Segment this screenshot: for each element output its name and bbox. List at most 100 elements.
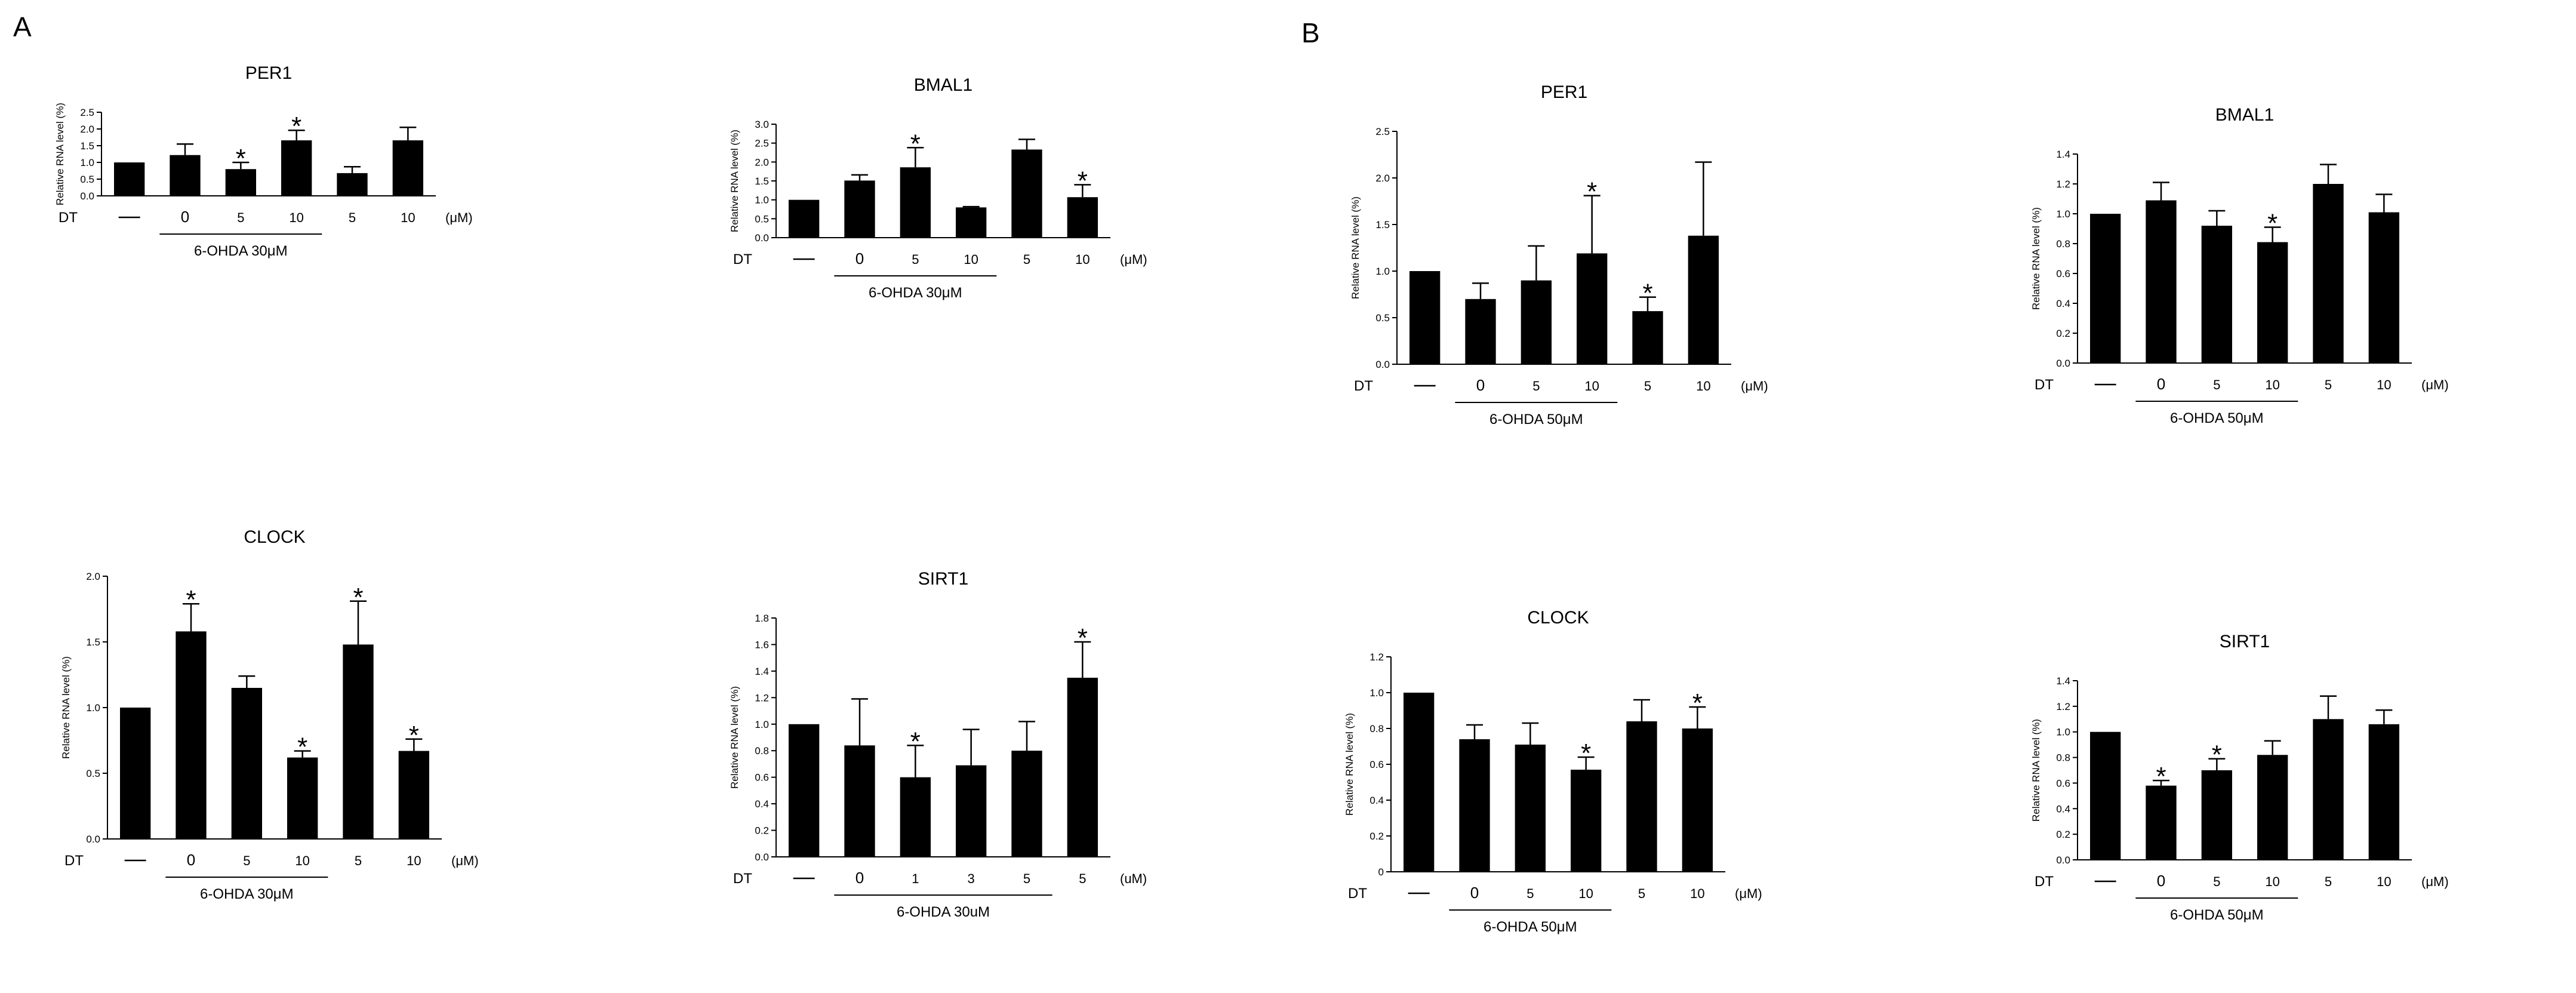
significance-star: * <box>1078 166 1088 195</box>
x-tick-label: 10 <box>289 210 303 225</box>
bar <box>1515 745 1546 872</box>
bar <box>844 180 875 238</box>
significance-star: * <box>1078 623 1088 653</box>
chart-title: BMAL1 <box>914 75 972 95</box>
significance-star: * <box>236 144 246 173</box>
y-tick-label: 1.5 <box>1375 219 1390 230</box>
x-tick-label: 10 <box>2265 377 2279 392</box>
y-tick-label: 1.2 <box>2056 701 2070 712</box>
panel-label-a: A <box>13 11 32 42</box>
y-tick-label: 0.0 <box>2056 358 2070 369</box>
y-tick-label: 1.0 <box>755 719 769 730</box>
y-tick-label: 1.0 <box>1369 687 1384 699</box>
y-tick-label: 1.5 <box>80 140 94 152</box>
control-label: — <box>129 219 130 220</box>
y-tick-label: 1.2 <box>2056 179 2070 190</box>
treatment-label: 6-OHDA 50μM <box>1489 411 1583 428</box>
y-tick-label: 1.8 <box>755 613 769 624</box>
chart-clock-a: CLOCK Relative RNA level (%) 0.0 0.5 1.0 1.5 2… <box>60 527 479 902</box>
dt-label: DT <box>1354 378 1373 394</box>
x-tick-label: 3 <box>968 871 975 886</box>
dt-label: DT <box>2035 874 2054 890</box>
x-tick-label: 10 <box>964 252 978 267</box>
unit-label: (μM) <box>1120 252 1147 267</box>
bar <box>281 140 312 196</box>
bar <box>844 745 875 857</box>
x-tick-label: 5 <box>1644 379 1651 393</box>
y-tick-label: 1.5 <box>86 637 100 648</box>
significance-star: * <box>353 583 363 612</box>
y-tick-label: 0.8 <box>2056 752 2070 764</box>
y-tick-label: 2.5 <box>1375 126 1390 137</box>
treatment-label: 6-OHDA 50μM <box>2170 907 2264 923</box>
x-tick-label: 0 <box>855 869 864 887</box>
bar <box>1404 693 1435 872</box>
bar <box>1067 197 1098 238</box>
bar <box>789 199 820 238</box>
bar <box>900 167 931 238</box>
bar <box>287 757 318 839</box>
control-label: — <box>2105 883 2106 884</box>
x-tick-label: 10 <box>1584 379 1599 393</box>
bar <box>2368 724 2399 860</box>
significance-star: * <box>910 727 921 756</box>
y-tick-label: 1.0 <box>86 702 100 714</box>
bar <box>1632 311 1663 364</box>
dt-label: DT <box>733 251 752 268</box>
y-tick-label: 1.0 <box>755 195 769 206</box>
bar <box>225 169 256 196</box>
y-tick-label: 1.0 <box>1375 266 1390 277</box>
bar <box>114 162 145 196</box>
x-tick-label: 5 <box>1023 871 1030 886</box>
x-tick-label: 5 <box>1638 886 1645 901</box>
y-tick-label: 0.2 <box>2056 328 2070 339</box>
bar <box>900 777 931 857</box>
chart-per1-b: PER1 Relative RNA level (%) 0.0 0.5 1.0 1.5 2.… <box>1350 82 1768 428</box>
treatment-label: 6-OHDA 30μM <box>869 285 962 301</box>
x-tick-label: 5 <box>2325 377 2332 392</box>
y-axis-label: Relative RNA level (%) <box>729 130 740 232</box>
bar <box>2090 731 2121 860</box>
y-axis-label: Relative RNA level (%) <box>729 686 740 789</box>
bar <box>1067 678 1098 857</box>
bar <box>2257 755 2288 860</box>
unit-label: (μM) <box>445 210 473 225</box>
control-label: — <box>1418 895 1419 896</box>
y-tick-label: 0.0 <box>80 190 94 202</box>
y-tick-label: 2.0 <box>1375 173 1390 184</box>
y-tick-label: 0 <box>1378 866 1384 878</box>
y-tick-label: 2.0 <box>755 156 769 168</box>
bar <box>2201 226 2232 363</box>
bar <box>1521 280 1552 364</box>
x-tick-label: 5 <box>1532 379 1540 393</box>
dt-label: DT <box>64 853 84 869</box>
chart-title: CLOCK <box>1527 608 1589 628</box>
treatment-label: 6-OHDA 30μM <box>194 243 288 259</box>
panel-label-b: B <box>1301 17 1320 48</box>
chart-sirt1-a: SIRT1 Relative RNA level (%) 0.0 0.2 0.4 0.6 0… <box>729 569 1147 920</box>
y-axis-label: Relative RNA level (%) <box>2030 719 2042 822</box>
y-tick-label: 1.2 <box>1369 651 1384 663</box>
x-tick-label: 10 <box>1696 379 1710 393</box>
treatment-label: 6-OHDA 30uM <box>897 904 990 920</box>
control-label: — <box>135 862 136 863</box>
y-axis-label: Relative RNA level (%) <box>1344 713 1355 816</box>
y-tick-label: 0.6 <box>755 772 769 783</box>
unit-label: (μM) <box>2421 377 2449 392</box>
y-tick-label: 0.0 <box>755 851 769 863</box>
y-tick-label: 0.5 <box>755 213 769 225</box>
y-tick-label: 0.5 <box>80 174 94 185</box>
chart-bmal1-a: BMAL1 Relative RNA level (%) 0.0 0.5 1.0 1.5 2… <box>729 75 1147 301</box>
y-tick-label: 0.4 <box>2056 803 2070 814</box>
chart-bmal1-b: BMAL1 Relative RNA level (%) 0.0 0.2 0.4 0.6 0… <box>2030 105 2449 426</box>
significance-star: * <box>910 129 921 158</box>
significance-star: * <box>2267 209 2278 238</box>
x-tick-label: 10 <box>2377 377 2391 392</box>
bar <box>1577 253 1608 364</box>
y-tick-label: 0.5 <box>1375 312 1390 324</box>
y-tick-label: 1.4 <box>755 666 769 677</box>
bar <box>170 155 201 196</box>
x-tick-label: 0 <box>2157 375 2165 393</box>
control-label: — <box>1424 388 1425 389</box>
y-tick-label: 0.8 <box>1369 723 1384 734</box>
